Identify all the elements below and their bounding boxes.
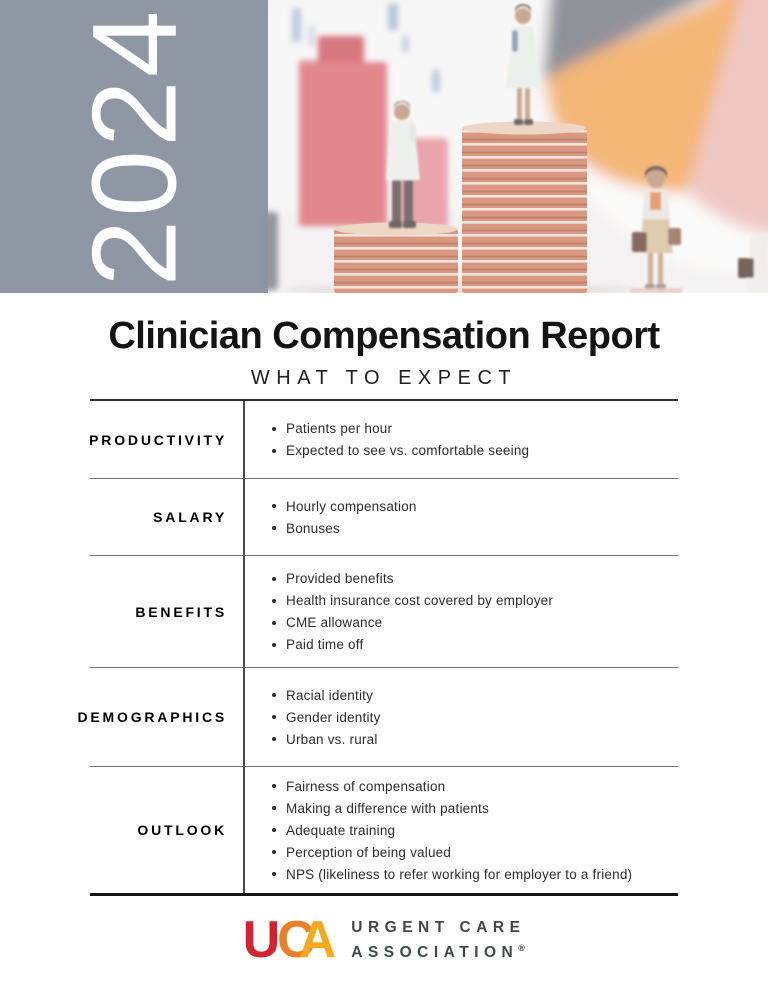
logo-line-1: URGENT CARE: [351, 918, 526, 936]
year-label: 2024: [67, 7, 202, 286]
row-label: OUTLOOK: [90, 767, 245, 893]
bullet-item: Urban vs. rural: [271, 731, 672, 748]
page-subtitle: WHAT TO EXPECT: [250, 367, 518, 389]
pie-chart-graphic: [526, 0, 768, 274]
title-block: Clinician Compensation Report WHAT TO EX…: [0, 293, 768, 390]
page-title: Clinician Compensation Report: [108, 315, 660, 357]
logo-wordmark: URGENT CARE ASSOCIATION®: [351, 919, 525, 961]
row-label: BENEFITS: [90, 556, 245, 667]
coin-stack-short: [334, 222, 458, 293]
row-items: Racial identity Gender identity Urban vs…: [245, 668, 678, 766]
logo-letter-c: C: [277, 911, 315, 969]
bullet-item: Bonuses: [271, 520, 672, 537]
bullet-item: NPS (likeliness to refer working for emp…: [271, 866, 672, 883]
footer-logo: U C A URGENT CARE ASSOCIATION®: [0, 914, 768, 966]
bullet-item: Adequate training: [271, 822, 672, 839]
table-row-outlook: OUTLOOK Fairness of compensation Making …: [90, 767, 678, 893]
registered-trademark: ®: [518, 942, 525, 953]
table-row-benefits: BENEFITS Provided benefits Health insura…: [90, 556, 678, 668]
table-row-productivity: PRODUCTIVITY Patients per hour Expected …: [89, 401, 678, 479]
logo-letter-a: A: [298, 911, 337, 969]
bullet-item: Perception of being valued: [271, 844, 672, 861]
topics-table: PRODUCTIVITY Patients per hour Expected …: [78, 399, 678, 896]
coin-stack-tall: [462, 121, 587, 293]
uca-logo-icon: U C A: [243, 914, 337, 966]
year-band: 2024: [0, 0, 268, 293]
doctor-figurine-female: [506, 4, 540, 125]
bullet-item: CME allowance: [271, 614, 672, 631]
bullet-item: Expected to see vs. comfortable seeing: [271, 442, 672, 459]
row-items: Fairness of compensation Making a differ…: [245, 767, 678, 893]
row-label: PRODUCTIVITY: [89, 401, 245, 478]
row-items: Patients per hour Expected to see vs. co…: [245, 401, 678, 478]
doctor-figurine-male: [386, 101, 420, 228]
businesswoman-figurine: [630, 166, 682, 293]
bullet-item: Gender identity: [271, 709, 672, 726]
bullet-item: Hourly compensation: [271, 498, 672, 515]
logo-letter-u: U: [242, 911, 281, 969]
bullet-item: Racial identity: [271, 687, 672, 704]
row-label: DEMOGRAPHICS: [78, 668, 245, 766]
row-items: Provided benefits Health insurance cost …: [245, 556, 678, 667]
table-row-demographics: DEMOGRAPHICS Racial identity Gender iden…: [78, 668, 678, 767]
bullet-item: Paid time off: [271, 636, 672, 653]
logo-line-2: ASSOCIATION®: [351, 942, 525, 962]
bullet-item: Patients per hour: [271, 420, 672, 437]
bullet-item: Health insurance cost covered by employe…: [271, 592, 672, 609]
figurine-right-edge: [738, 234, 768, 293]
bullet-item: Making a difference with patients: [271, 800, 672, 817]
bullet-item: Provided benefits: [271, 570, 672, 587]
table-row-salary: SALARY Hourly compensation Bonuses: [90, 479, 678, 556]
hero-banner: 2024: [0, 0, 768, 293]
bullet-item: Fairness of compensation: [271, 778, 672, 795]
row-label: SALARY: [90, 479, 245, 555]
row-items: Hourly compensation Bonuses: [245, 479, 678, 555]
